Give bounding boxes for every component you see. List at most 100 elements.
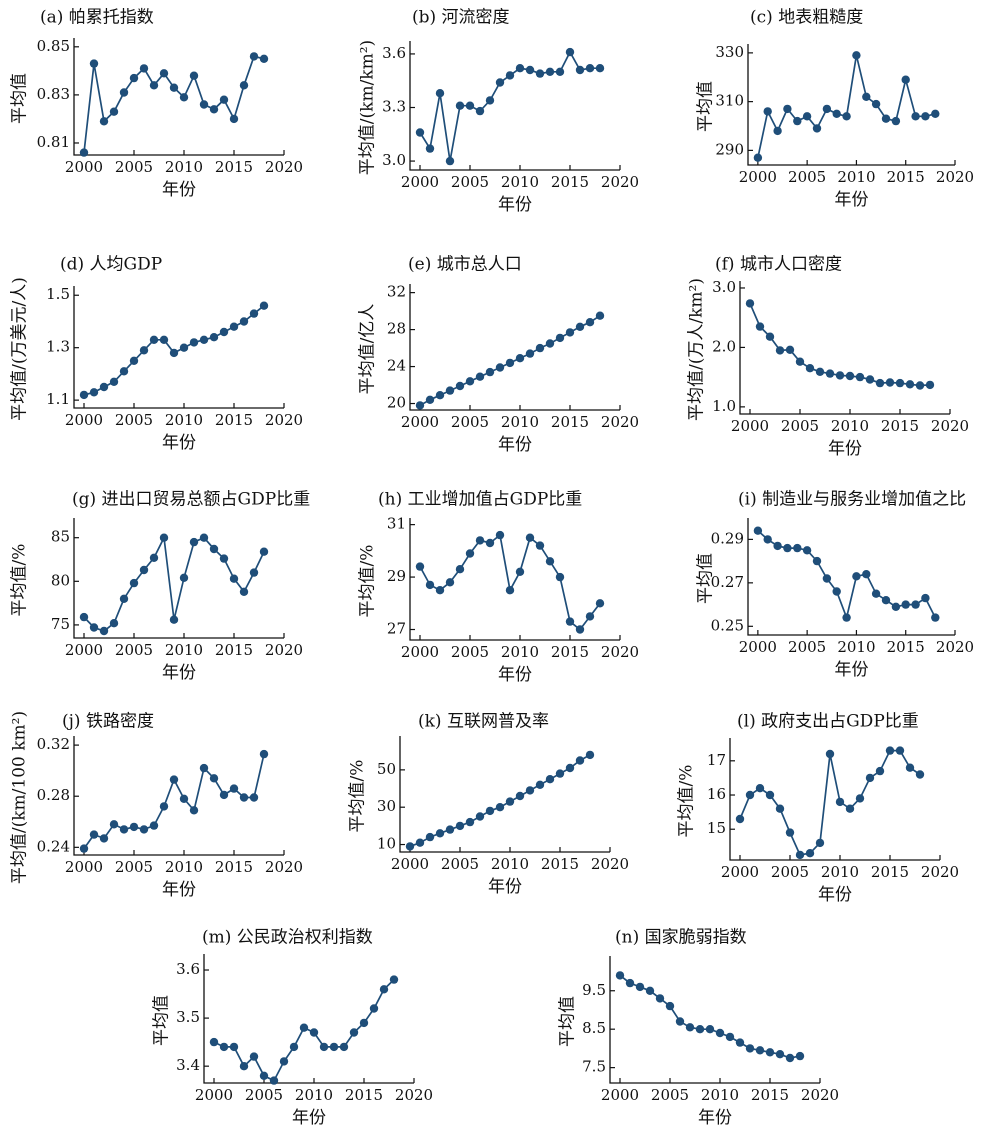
y-axis-label: 平均值/%: [677, 765, 697, 838]
axis-lines: [203, 954, 414, 1084]
data-point: [239, 1062, 249, 1071]
x-tick-label: 2020: [265, 858, 303, 876]
data-point: [435, 829, 445, 838]
chart-title: (b) 河流密度: [412, 8, 510, 28]
data-point: [219, 790, 229, 800]
y-tick-label: 3.6: [382, 44, 406, 62]
data-point: [445, 578, 455, 587]
data-point: [455, 821, 465, 831]
data-point: [415, 401, 425, 410]
x-axis-label: 年份: [818, 885, 852, 905]
x-axis-label: 年份: [162, 180, 196, 200]
data-point: [555, 333, 565, 343]
y-tick-label: 3.0: [382, 151, 406, 169]
data-point: [485, 367, 495, 377]
data-point: [565, 328, 575, 337]
data-point: [455, 101, 465, 110]
y-tick-label: 27: [387, 620, 406, 638]
data-point: [881, 596, 891, 605]
data-point: [855, 372, 865, 382]
data-point: [209, 774, 219, 783]
data-point: [862, 570, 871, 579]
data-point: [485, 96, 495, 105]
data-point: [465, 377, 475, 386]
data-point: [89, 830, 99, 839]
y-tick-label: 24: [387, 357, 406, 375]
data-point: [99, 382, 109, 392]
chart-panel: (g) 进出口贸易总额占GDP比重 2000 2005 2010 2015 2020 75 8…: [10, 490, 311, 684]
chart-panel: (k) 互联网普及率 2000 2005 2010 2015 2020 10 30 50 年份 平均…: [348, 712, 630, 898]
data-point: [525, 65, 535, 75]
chart-title: (d) 人均GDP: [60, 255, 162, 275]
x-tick-label: 2020: [601, 173, 639, 191]
data-point: [885, 746, 895, 755]
y-axis-label: 平均值/(万美元/人): [10, 277, 30, 421]
x-tick-label: 2010: [701, 1086, 739, 1104]
data-point: [229, 1042, 239, 1052]
data-point: [189, 537, 199, 547]
data-point: [89, 388, 99, 397]
axis-lines: [73, 286, 284, 409]
x-axis-label: 年份: [835, 660, 869, 680]
data-point: [715, 1028, 725, 1038]
data-point: [915, 381, 925, 390]
chart-panel: (i) 制造业与服务业增加值之比 2000 2005 2010 2015 2020 0.25…: [696, 490, 975, 681]
data-point: [249, 52, 259, 61]
data-point: [875, 766, 885, 776]
y-tick-label: 32: [387, 283, 406, 301]
x-tick-label: 2005: [115, 641, 153, 659]
data-point: [169, 615, 179, 624]
data-point: [169, 775, 179, 784]
y-tick-label: 80: [51, 571, 70, 589]
data-point: [921, 593, 930, 603]
data-point: [585, 750, 595, 760]
series-line: [619, 974, 801, 1059]
x-axis-label: 年份: [698, 1108, 732, 1128]
data-point: [575, 625, 585, 634]
data-point: [905, 380, 915, 389]
data-point: [795, 357, 805, 366]
axis-lines: [73, 736, 284, 856]
axis-lines: [409, 41, 620, 171]
data-point: [259, 1071, 269, 1081]
y-tick-label: 20: [387, 394, 406, 412]
x-tick-label: 2020: [591, 855, 629, 873]
x-tick-label: 2010: [821, 863, 859, 881]
data-point: [119, 367, 129, 376]
data-point: [279, 1057, 289, 1066]
y-axis-label: 平均值: [10, 73, 30, 124]
x-tick-label: 2000: [601, 1086, 639, 1104]
y-tick-label: 7.5: [582, 1058, 606, 1076]
data-point: [89, 59, 99, 68]
y-tick-label: 0.24: [37, 837, 70, 855]
data-point: [389, 975, 399, 984]
y-tick-label: 1.0: [712, 397, 736, 415]
data-point: [763, 107, 772, 116]
x-tick-label: 2000: [401, 413, 439, 431]
data-point: [119, 825, 129, 834]
y-axis-label: 平均值/%: [10, 544, 30, 617]
data-point: [79, 612, 89, 622]
y-tick-label: 28: [387, 320, 406, 338]
x-tick-label: 2000: [391, 855, 429, 873]
data-point: [259, 749, 269, 759]
data-point: [189, 338, 199, 347]
data-point: [753, 153, 763, 162]
data-point: [852, 572, 861, 581]
data-point: [495, 78, 505, 87]
axis-lines: [747, 518, 955, 636]
data-point: [815, 367, 825, 376]
data-point: [525, 533, 535, 542]
x-tick-label: 2010: [501, 173, 539, 191]
data-point: [812, 124, 822, 133]
data-point: [812, 556, 822, 566]
y-tick-label: 75: [51, 615, 70, 633]
data-point: [755, 1046, 765, 1055]
data-point: [209, 1037, 219, 1047]
data-point: [835, 371, 845, 380]
data-point: [802, 112, 812, 121]
data-point: [405, 842, 415, 851]
data-point: [785, 1053, 795, 1063]
chart-panel: (m) 公民政治权利指数 2000 2005 2010 2015 2020 3.4 3.5 3.…: [152, 928, 434, 1129]
data-point: [139, 64, 149, 73]
